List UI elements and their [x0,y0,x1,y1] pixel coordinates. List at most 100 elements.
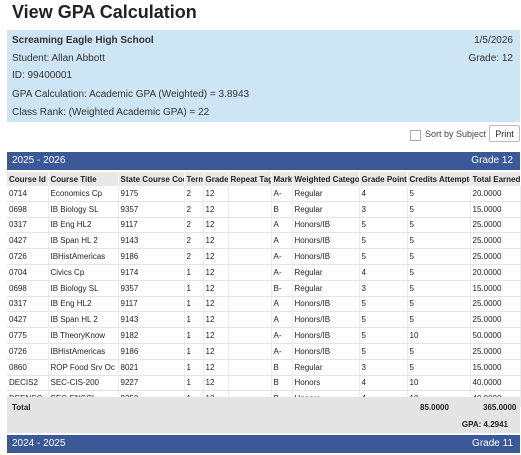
table-cell [228,327,272,344]
table-cell: 9357 [118,280,185,297]
table-cell: 10 [407,375,471,392]
table-cell: Honors/IB [292,296,360,313]
page-title: View GPA Calculation [12,2,197,22]
table-cell: 5 [359,217,408,234]
table-cell: 9175 [118,186,185,202]
table-cell: 2 [184,248,204,265]
column-header[interactable]: State Course Code [118,172,185,186]
column-header[interactable]: Term [184,172,204,186]
table-cell: SEC-CIS-200 [48,375,119,392]
table-cell: 9182 [118,327,185,344]
school-name: Screaming Eagle High School [12,35,154,46]
table-cell [228,264,272,281]
table-cell: 9143 [118,311,185,329]
column-header[interactable]: Course Title [48,172,119,186]
table-cell: A- [271,327,293,344]
year-header-2025-2026: 2025 - 2026 Grade 12 [7,152,520,170]
table-cell: B [271,359,293,376]
column-header[interactable]: Grade [203,172,229,186]
print-button[interactable]: Print [489,125,520,142]
table-cell: 0726 [7,248,49,265]
class-rank: Class Rank: (Weighted Academic GPA) = 22 [12,107,210,118]
table-cell: 25.0000 [470,232,521,250]
table-cell: IB Span HL 2 [48,232,119,250]
column-header[interactable]: Total Earned [470,172,521,186]
table-cell: IBHistAmericas [48,343,119,360]
table-cell: 0860 [7,359,49,376]
table-cell [228,201,272,218]
table-row: 0714 Economics Cp 9175 2 12 A- Regular 4 5 20.000… [7,186,521,202]
student-info-panel: Screaming Eagle High School 1/5/2026 Stu… [7,30,520,122]
table-cell: 25.0000 [470,296,521,313]
table-cell: 9117 [118,296,185,313]
sort-by-subject-checkbox[interactable] [410,130,421,141]
table-cell [228,248,272,265]
table-cell: 0698 [7,280,49,297]
table-row: 0775 IB TheoryKnow 9182 1 12 A- Honors/IB 5 10 50… [7,327,521,344]
table-cell: 3 [359,201,408,218]
table-cell: Honors/IB [292,232,360,250]
table-row: 0698 IB Biology SL 9357 1 12 B- Regular 3 5 15.00… [7,280,521,297]
table-cell: IB Eng HL2 [48,217,119,234]
student-grade: Grade: 12 [468,53,513,64]
table-cell: ROP Food Srv Oc [48,359,119,376]
table-cell: 5 [359,296,408,313]
column-header[interactable]: Repeat Tag [228,172,272,186]
term-gpa: GPA: 4.2941 [461,420,508,429]
table-cell: 0698 [7,201,49,218]
table-cell [228,232,272,250]
table-row: 0704 Civics Cp 9174 1 12 A- Regular 4 5 20.0000 [7,264,521,281]
table-cell: A [271,232,293,250]
table-cell: 4 [359,186,408,202]
table-cell: IB Biology SL [48,201,119,218]
table-cell: A- [271,343,293,360]
table-cell: 9186 [118,248,185,265]
table-cell: 3 [359,280,408,297]
table-cell: 0427 [7,232,49,250]
table-cell: 1 [184,311,204,329]
table-cell: 9227 [118,375,185,392]
student-name: Student: Allan Abbott [12,53,105,64]
table-cell: Honors/IB [292,311,360,329]
section-year: 2024 - 2025 [12,438,66,449]
table-cell: 9357 [118,201,185,218]
table-cell: 10 [407,327,471,344]
table-cell: 15.0000 [470,201,521,218]
table-cell [228,296,272,313]
table-cell: 5 [407,311,471,329]
table-cell: DECIS2 [7,375,49,392]
table-cell: 12 [203,375,229,392]
table-cell: 12 [203,232,229,250]
table-cell: 12 [203,343,229,360]
year-header-2024-2025: 2024 - 2025 Grade 11 [7,435,520,453]
table-cell: 9174 [118,264,185,281]
report-controls: Sort by Subject Print [7,124,520,148]
table-cell: Civics Cp [48,264,119,281]
table-cell: B [271,375,293,392]
column-header[interactable]: Grade Points [359,172,408,186]
table-cell [228,359,272,376]
table-cell: A [271,296,293,313]
table-cell [228,375,272,392]
column-header[interactable]: Course Id [7,172,49,186]
course-grades-table: Course Id Course Title State Course Code… [7,172,521,408]
table-cell: 9186 [118,343,185,360]
table-cell: A [271,217,293,234]
table-cell [228,343,272,360]
table-cell: 1 [184,375,204,392]
table-cell: 1 [184,296,204,313]
column-header[interactable]: Credits Attempted [407,172,471,186]
table-cell: 12 [203,280,229,297]
table-cell: Regular [292,359,360,376]
table-cell: Regular [292,280,360,297]
table-cell: 12 [203,327,229,344]
total-label: Total [12,403,31,412]
table-cell: Regular [292,186,360,202]
table-cell: A- [271,248,293,265]
column-header[interactable]: Mark [271,172,293,186]
table-cell: 9117 [118,217,185,234]
table-cell: 25.0000 [470,217,521,234]
sort-by-subject-label[interactable]: Sort by Subject [425,129,487,139]
column-header[interactable]: Weighted Category [292,172,360,186]
table-header-row: Course Id Course Title State Course Code… [7,172,521,186]
